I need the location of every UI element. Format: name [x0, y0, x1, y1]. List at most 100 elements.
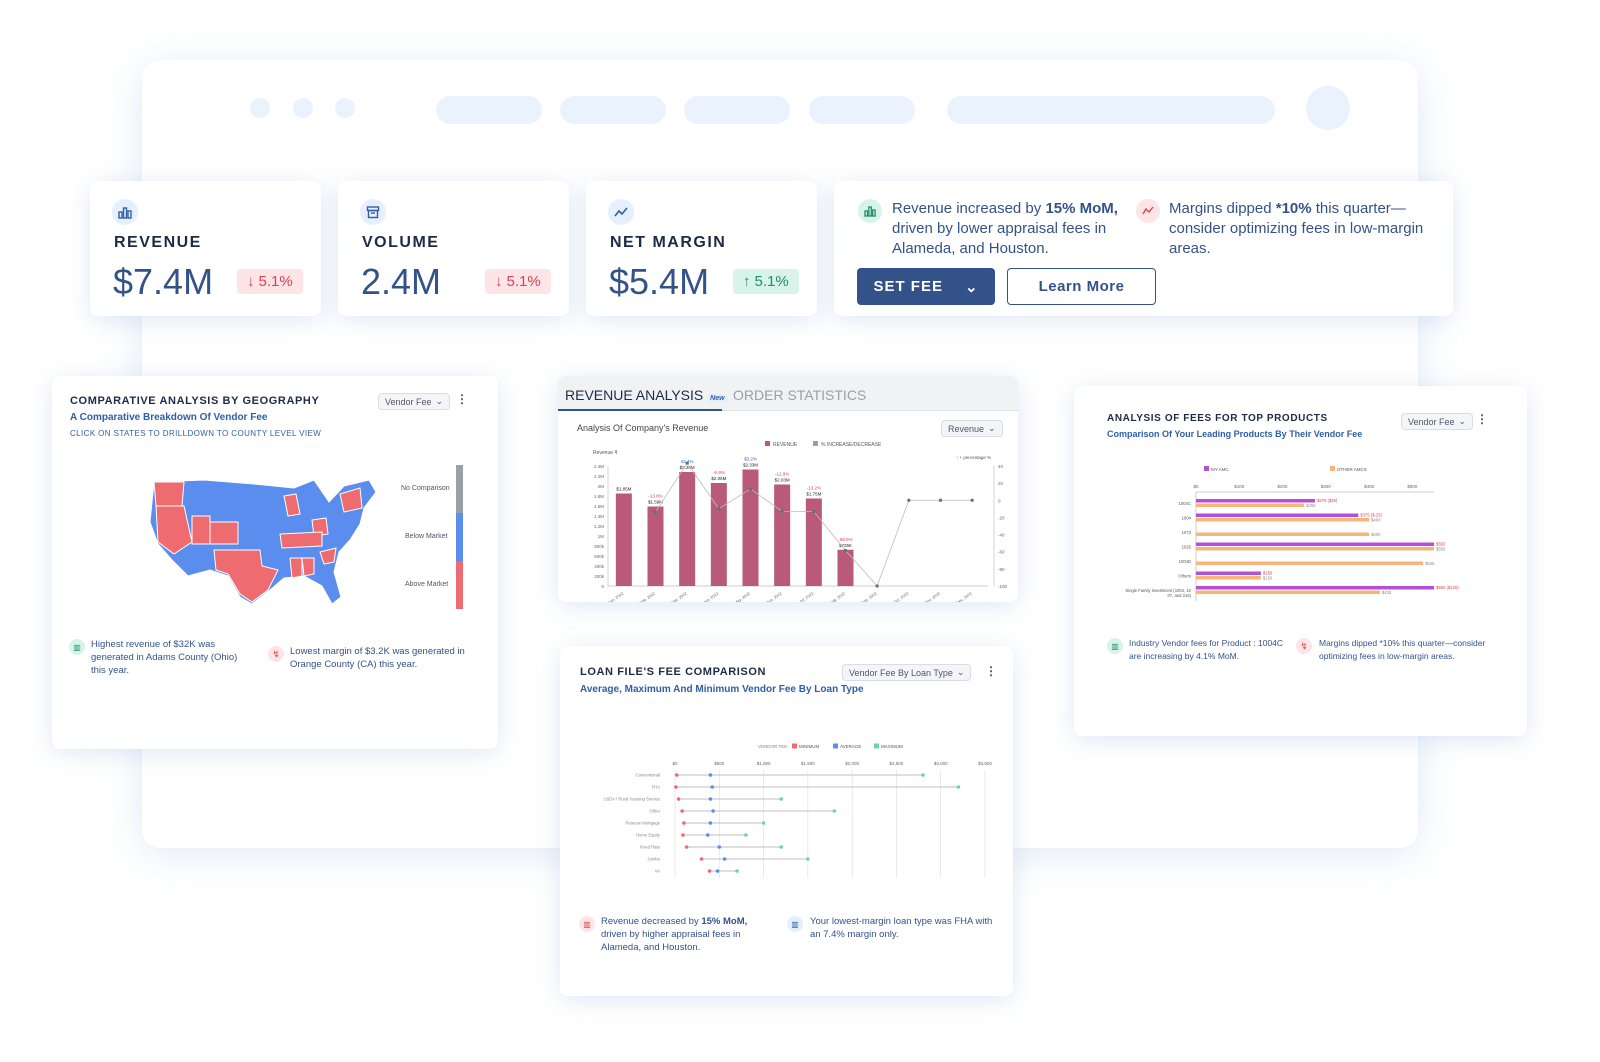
x-tick-label: $0: [672, 761, 678, 766]
bar-value-label: $550: [1436, 542, 1446, 547]
active-tab-indicator: [558, 409, 722, 411]
y2-axis-title: ↑ + percentage %: [956, 455, 991, 460]
revenue-bar: [837, 549, 854, 586]
my-amc-bar: [1196, 571, 1261, 575]
learn-more-button[interactable]: Learn More: [1007, 268, 1156, 305]
bar-value-label: $375 ($-25): [1360, 513, 1382, 518]
bar-value-label: $2.06M: [711, 476, 726, 481]
maximum-point: [779, 845, 784, 849]
loan-insight-left: Revenue decreased by 15% MoM, driven by …: [601, 916, 748, 953]
revenue-chart[interactable]: REVENUE % INCREASE/DECREASE Revenue ₹ ↑ + p…: [558, 436, 1018, 602]
revenue-analysis-card: REVENUE ANALYSIS New ORDER STATISTICS An…: [558, 376, 1018, 602]
arrow-down-icon: ↓: [495, 273, 503, 290]
nav-placeholder[interactable]: [684, 96, 790, 124]
geo-insight-right: Lowest margin of $3.2K was generated in …: [290, 646, 465, 670]
other-amcs-bar: [1196, 547, 1434, 551]
window-dot: [250, 98, 270, 118]
maximum-point: [806, 857, 810, 861]
bar-value-label: $425: [1382, 590, 1392, 595]
x-tick-label: $300: [1321, 484, 1332, 489]
y2-tick-label: 0: [998, 498, 1001, 503]
more-options-icon[interactable]: ⋮: [985, 664, 997, 678]
minimum-point: [681, 833, 685, 837]
bar-chart-icon: [858, 199, 882, 223]
nav-placeholder[interactable]: [560, 96, 666, 124]
revenue-bar: [742, 469, 759, 586]
y-tick-label: 1.6M: [594, 504, 604, 509]
x-tick-label: $500: [714, 761, 725, 766]
my-amc-bar: [1196, 513, 1359, 517]
y-tick-label: 2.4M: [594, 464, 604, 469]
pct-point: [970, 498, 974, 502]
category-label: 07, and 216): [1167, 593, 1191, 598]
kpi-card-volume: VOLUME 2.4M ↓ 5.1%: [338, 181, 569, 316]
y2-tick-label: 40: [998, 464, 1004, 469]
maximum-point: [832, 809, 837, 813]
legend-swatch-maximum: [874, 743, 879, 749]
bar-value-label: $275 ($25): [1317, 498, 1338, 503]
nav-placeholder[interactable]: [436, 96, 542, 124]
average-point: [715, 869, 720, 873]
revenue-bar: [679, 472, 696, 586]
chevron-down-icon: ⌄: [988, 423, 996, 433]
geography-card: COMPARATIVE ANALYSIS BY GEOGRAPHY A Comp…: [52, 376, 498, 749]
box-icon: [360, 199, 386, 225]
legend-label: REVENUE: [773, 442, 798, 448]
pct-point: [875, 584, 879, 588]
vendor-fee-dropdown[interactable]: Vendor Fee ⌄: [378, 393, 451, 410]
more-options-icon[interactable]: ⋮: [456, 392, 468, 406]
avatar[interactable]: [1306, 86, 1350, 130]
tab-order-statistics[interactable]: ORDER STATISTICS: [733, 387, 867, 403]
bar-chart-icon: [112, 199, 138, 225]
other-amcs-bar: [1196, 576, 1261, 580]
maximum-point: [744, 833, 748, 837]
nav-placeholder[interactable]: [809, 96, 915, 124]
x-tick-label: $3,500: [978, 761, 992, 766]
loan-fee-chart[interactable]: VENDOR FEE MINIMUM AVERAGE MAXIMUM $0 $500 $1,…: [570, 738, 1000, 878]
kpi-change-badge: ↑ 5.1%: [733, 269, 799, 294]
y2-tick-label: 20: [998, 481, 1004, 486]
x-tick-label: Jul, 2022: [798, 590, 815, 602]
legend-label: AVERAGE: [840, 744, 861, 749]
card-subtitle: Average, Maximum And Minimum Vendor Fee …: [580, 684, 864, 695]
revenue-bar: [615, 493, 632, 586]
tab-revenue-analysis[interactable]: REVENUE ANALYSIS New: [565, 387, 728, 403]
average-point: [717, 845, 722, 849]
revenue-dropdown[interactable]: Revenue ⌄: [941, 420, 1003, 437]
vendor-fee-dropdown[interactable]: Vendor Fee ⌄: [1401, 413, 1474, 430]
pct-label: -12.9%: [775, 472, 789, 477]
set-fee-button[interactable]: SET FEE ⌄: [857, 268, 995, 305]
revenue-bar: [710, 483, 727, 586]
x-tick-label: Jan, 2022: [607, 590, 625, 602]
loan-type-dropdown[interactable]: Vendor Fee By Loan Type ⌄: [842, 664, 972, 681]
legend-below-market: [456, 513, 463, 561]
y-tick-label: 600k: [594, 554, 605, 559]
y-tick-label: 1.4M: [594, 514, 604, 519]
bar-value-label: $525: [1425, 561, 1435, 566]
products-chart[interactable]: MY AMC OTHER AMCS $0 $100 $200 $300 $400 $500 10…: [1104, 461, 1504, 606]
chevron-down-icon: ⌄: [1458, 416, 1467, 426]
pct-label: $3.2%: [744, 457, 757, 462]
window-dot: [335, 98, 355, 118]
trend-down-icon: [1136, 199, 1160, 223]
us-map[interactable]: [144, 472, 389, 612]
x-tick-label: May, 2022: [733, 590, 752, 602]
category-label: USDA / Rural Housing Service: [603, 797, 660, 802]
bar-value-label: $1.75M: [806, 492, 821, 497]
search-placeholder[interactable]: [947, 96, 1275, 124]
kpi-value: $5.4M: [609, 261, 710, 302]
x-tick-label: Jun, 2022: [765, 590, 783, 602]
bar-value-label: $1.85M: [616, 487, 631, 492]
insight-text-revenue: Revenue increased by 15% MoM, driven by …: [892, 200, 1118, 257]
bar-value-label: $2.33M: [743, 463, 758, 468]
revenue-bar: [647, 506, 664, 586]
bar-chart-icon: ▥: [787, 916, 803, 932]
pct-label: -13.8%: [648, 494, 662, 499]
card-title: ANALYSIS OF FEES FOR TOP PRODUCTS: [1107, 413, 1328, 424]
my-amc-bar: [1196, 542, 1434, 546]
y2-tick-label: -100: [998, 584, 1008, 589]
maximum-point: [921, 773, 925, 777]
pct-point: [748, 487, 753, 491]
maximum-point: [956, 785, 961, 789]
more-options-icon[interactable]: ⋮: [1476, 412, 1488, 426]
